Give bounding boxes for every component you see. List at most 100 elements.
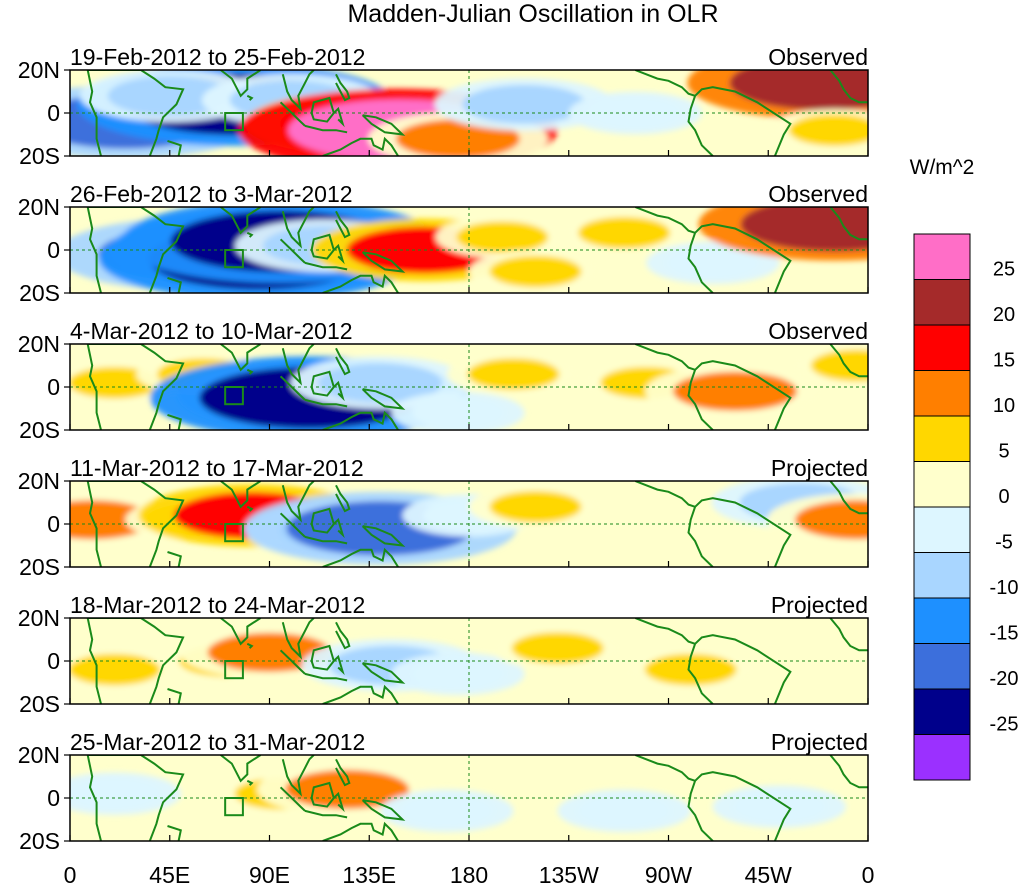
anomaly-field	[70, 618, 868, 704]
coastline	[634, 481, 696, 508]
colorbar-swatch	[913, 415, 971, 462]
anomaly-core	[400, 795, 493, 827]
coastline	[167, 688, 182, 704]
colorbar-swatch	[913, 734, 971, 781]
y-tick-label: 0	[47, 648, 60, 674]
coastline	[687, 232, 714, 293]
panel-status: Observed	[768, 181, 868, 207]
coastline	[829, 481, 868, 515]
coastline	[634, 70, 696, 97]
coastline	[279, 512, 306, 538]
coastline	[167, 413, 182, 430]
coastline	[634, 755, 696, 782]
y-tick-label: 20S	[19, 143, 60, 169]
x-tick-label: 0	[862, 862, 875, 887]
x-tick-label: 90W	[645, 862, 693, 887]
anomaly-core	[511, 632, 604, 664]
coastline	[281, 344, 315, 386]
coastline	[281, 618, 315, 660]
map-panels: 20N 0 20S 19-Feb-2012 to 25-Feb-2012 Observe…	[18, 44, 869, 854]
coastlines	[86, 70, 868, 156]
map-panel: 20N 0 20S 25-Mar-2012 to 31-Mar-2012 Project…	[18, 729, 869, 854]
colorbar-label: W/m^2	[910, 156, 975, 179]
coastline	[333, 654, 345, 676]
panel-date-range: 19-Feb-2012 to 25-Feb-2012	[70, 44, 365, 70]
coastline	[634, 618, 696, 645]
colorbar-swatch	[913, 461, 971, 508]
coastline	[694, 223, 792, 293]
coastline	[687, 780, 714, 841]
coastline	[687, 506, 714, 567]
y-tick-label: 20N	[18, 468, 60, 494]
colorbar-tick-label: -10	[990, 577, 1019, 599]
anomaly-field	[70, 755, 868, 841]
anomaly-core	[578, 217, 671, 249]
anomaly-field	[70, 70, 868, 156]
coastline	[694, 634, 792, 704]
colorbar-tick-label: 5	[998, 441, 1009, 463]
coastline	[322, 547, 399, 567]
coastline	[322, 684, 399, 704]
coastline	[304, 535, 348, 545]
anomaly-core	[733, 790, 826, 823]
anomaly-core	[810, 349, 868, 382]
coastlines	[86, 755, 868, 841]
x-tick-label: 135E	[342, 862, 396, 887]
colorbar-tick-label: -20	[990, 668, 1019, 690]
y-tick-label: 0	[47, 100, 60, 126]
coastline	[167, 551, 182, 567]
coastline	[304, 672, 348, 682]
x-tick-label: 135W	[539, 862, 599, 887]
panel-date-range: 25-Mar-2012 to 31-Mar-2012	[70, 729, 365, 755]
colorbar-swatch	[913, 279, 971, 326]
coastline	[87, 70, 185, 156]
colorbar-swatch	[913, 324, 971, 371]
anomaly-core	[70, 653, 161, 686]
coastline	[279, 101, 306, 127]
coastline	[335, 621, 351, 650]
colorbar-tick-label: -25	[990, 714, 1019, 736]
coastline	[87, 207, 185, 293]
coastline	[634, 344, 696, 371]
coastline	[86, 344, 102, 430]
panel-status: Projected	[771, 592, 868, 618]
coastline	[335, 210, 351, 239]
coastline	[322, 821, 399, 841]
coastline	[281, 481, 315, 523]
anomaly-core	[456, 221, 549, 253]
coastline	[322, 136, 399, 156]
panel-date-range: 4-Mar-2012 to 10-Mar-2012	[70, 318, 353, 344]
coastline	[281, 755, 315, 797]
anomaly-field	[70, 207, 868, 293]
x-tick-label: 0	[64, 862, 77, 887]
coastline	[220, 207, 262, 235]
anomaly-core	[411, 658, 504, 690]
coastline	[687, 369, 714, 430]
y-tick-label: 0	[47, 237, 60, 263]
colorbar-swatch	[913, 506, 971, 553]
coastline	[220, 70, 262, 98]
coastline	[86, 481, 102, 567]
coastline	[87, 344, 185, 430]
anomaly-core	[207, 632, 332, 672]
coastline	[279, 786, 306, 812]
coastline	[829, 344, 868, 378]
y-tick-label: 20S	[19, 554, 60, 580]
coastline	[246, 642, 254, 649]
colorbar-tick-label: 0	[998, 486, 1009, 508]
coastline	[246, 505, 254, 512]
coastline	[86, 70, 102, 156]
y-tick-label: 0	[47, 511, 60, 537]
coastline	[279, 375, 306, 401]
coastline	[246, 368, 254, 375]
coastline	[304, 398, 348, 408]
coastline	[86, 207, 102, 293]
coastline	[687, 95, 714, 156]
anomaly-core	[788, 114, 868, 146]
colorbar-tick-label: 25	[993, 259, 1015, 281]
coastline	[86, 618, 102, 704]
chart-title: Madden-Julian Oscillation in OLR	[347, 0, 718, 28]
coastline	[361, 388, 406, 410]
coastlines	[86, 618, 868, 704]
coastline	[167, 825, 182, 841]
